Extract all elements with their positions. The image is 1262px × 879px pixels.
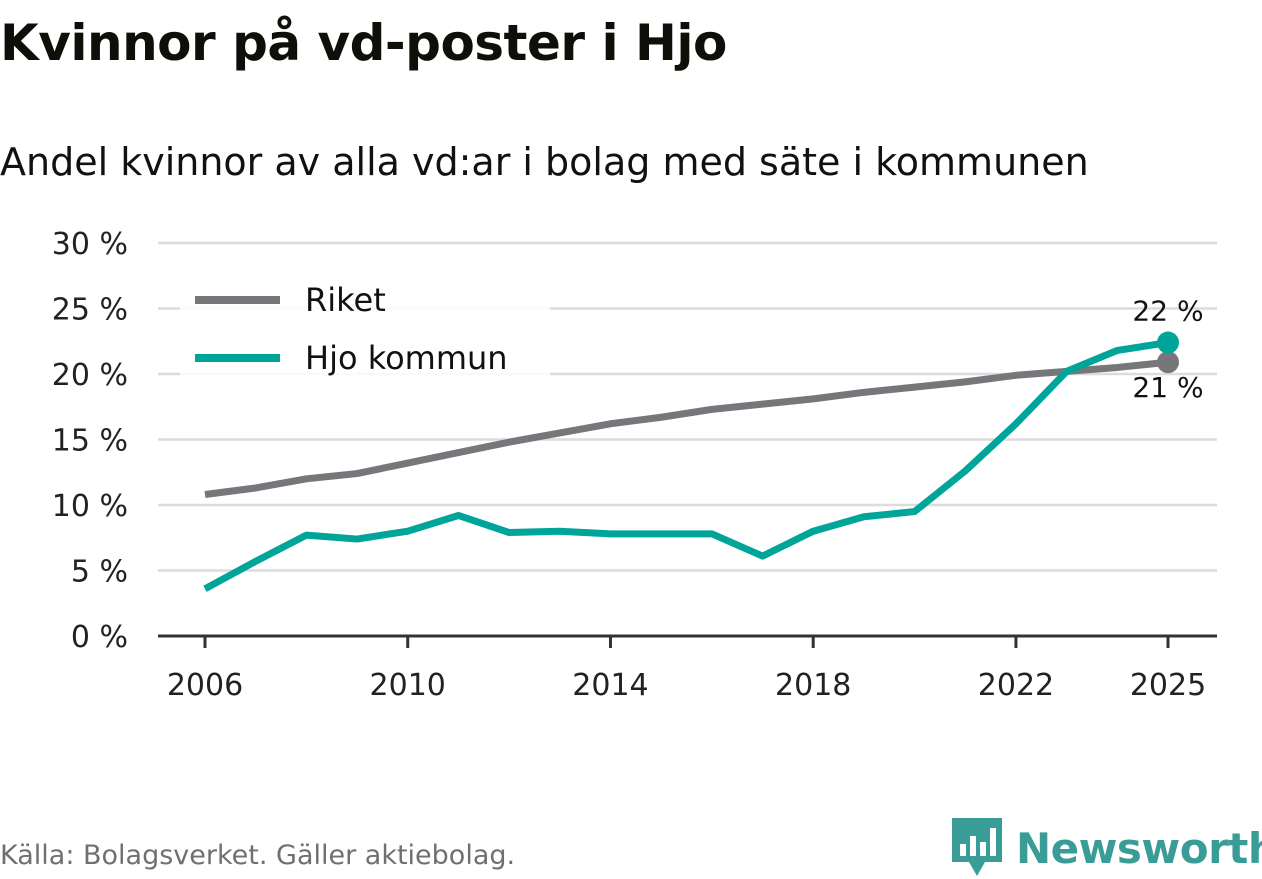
newsworthy-logo-icon [952, 818, 1002, 876]
x-tick-label-2006: 2006 [167, 668, 243, 703]
chart-title: Kvinnor på vd-poster i Hjo [0, 14, 727, 72]
y-tick-label-10: 10 % [52, 489, 128, 524]
brand-logo: Newsworthy [952, 818, 1262, 878]
x-tick-label-2014: 2014 [572, 668, 648, 703]
source-note: Källa: Bolagsverket. Gäller aktiebolag. [0, 840, 516, 871]
x-tick-label-2010: 2010 [370, 668, 446, 703]
end-label-riket: 21 % [1132, 371, 1203, 404]
y-tick-label-25: 25 % [52, 293, 128, 328]
legend: Riket Hjo kommun [180, 270, 550, 378]
series-lines [203, 339, 1169, 592]
end-point-hjo-kommun [1157, 331, 1179, 354]
end-point-riket [1157, 351, 1179, 374]
y-tick-label-30: 30 % [52, 227, 128, 262]
brand-name: Newsworthy [1016, 823, 1262, 873]
y-axis-ticks: 0 % 5 % 10 % 15 % 20 % 25 % 30 % [52, 227, 128, 655]
x-tick-label-2025: 2025 [1130, 668, 1206, 703]
y-tick-label-15: 15 % [52, 424, 128, 459]
x-axis-ticks: 2006 2010 2014 2018 2022 2025 [167, 636, 1206, 703]
legend-label-hjo-kommun: Hjo kommun [305, 339, 508, 377]
end-label-hjo-kommun: 22 % [1132, 295, 1203, 328]
chart-subtitle: Andel kvinnor av alla vd:ar i bolag med … [0, 140, 1089, 184]
series-line-riket [204, 358, 1169, 498]
x-tick-label-2022: 2022 [978, 668, 1054, 703]
y-tick-label-0: 0 % [71, 620, 128, 655]
y-tick-label-20: 20 % [52, 358, 128, 393]
end-markers: 21 % 22 % [1132, 295, 1203, 405]
legend-label-riket: Riket [305, 281, 386, 319]
series-line-hjo-kommun [203, 339, 1169, 592]
x-tick-label-2018: 2018 [775, 668, 851, 703]
y-tick-label-5: 5 % [71, 555, 128, 590]
